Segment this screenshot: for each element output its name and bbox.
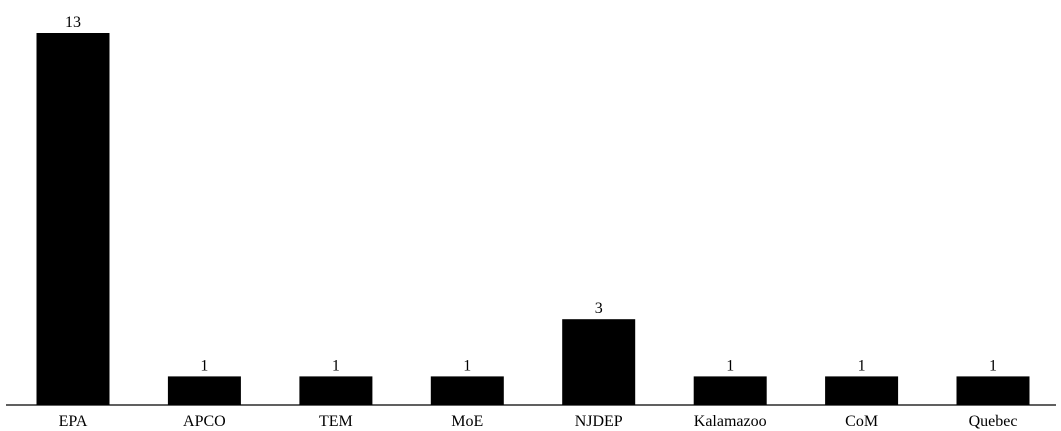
bar-tem [299, 376, 373, 405]
x-tick-label-quebec: Quebec [969, 413, 1018, 430]
x-tick-label-kalamazoo: Kalamazoo [694, 413, 767, 430]
data-label-moe: 1 [463, 357, 471, 374]
data-label-apco: 1 [200, 357, 208, 374]
bar-com [825, 376, 899, 405]
x-tick-label-tem: TEM [319, 413, 353, 430]
bar-moe [430, 376, 504, 405]
bar-kalamazoo [693, 376, 767, 405]
x-tick-label-moe: MoE [451, 413, 483, 430]
data-label-quebec: 1 [989, 357, 997, 374]
bar-apco [167, 376, 241, 405]
data-label-tem: 1 [332, 357, 340, 374]
data-label-njdep: 3 [595, 300, 603, 317]
x-tick-label-epa: EPA [59, 413, 88, 430]
x-tick-label-com: CoM [845, 413, 878, 430]
x-tick-label-apco: APCO [183, 413, 226, 430]
bar-njdep [562, 319, 636, 405]
x-tick-labels-group: EPA APCO TEM MoE NJDEP Kalamazoo CoM Quebec [59, 413, 1018, 430]
bar-epa [36, 33, 110, 405]
x-tick-label-njdep: NJDEP [575, 413, 623, 430]
data-label-com: 1 [858, 357, 866, 374]
data-label-epa: 13 [65, 14, 81, 31]
bars-group [36, 33, 1030, 405]
data-label-kalamazoo: 1 [726, 357, 734, 374]
bar-quebec [956, 376, 1030, 405]
data-labels-group: 131 1 131 1 1 [65, 14, 997, 374]
